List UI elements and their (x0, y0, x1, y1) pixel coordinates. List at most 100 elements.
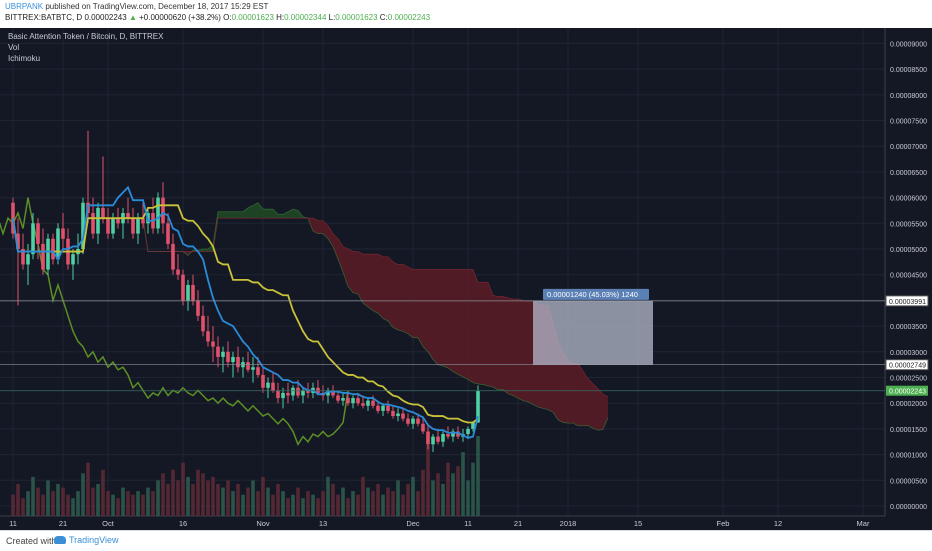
candle-body (391, 410, 395, 417)
ichimoku-cloud-segment (483, 282, 488, 386)
ichimoku-cloud-segment (573, 363, 578, 426)
volume-bar (141, 494, 145, 516)
candle-body (336, 395, 340, 401)
y-tick-label: 0.00009000 (890, 41, 927, 48)
volume-bar (246, 487, 250, 516)
legend-ichimoku[interactable]: Ichimoku (8, 54, 41, 63)
candle-body (436, 436, 440, 442)
candle-body (341, 398, 345, 401)
ichimoku-cloud-segment (498, 296, 503, 390)
y-tick-label: 0.00007500 (890, 119, 927, 126)
volume-bar (71, 498, 75, 516)
candle-body (326, 390, 330, 396)
x-tick-label: 12 (774, 519, 782, 528)
chart-area[interactable]: 0.00009000 0.00008500 0.00008000 0.00007500… (0, 28, 932, 530)
y-tick-label: 0.00005500 (890, 221, 927, 228)
volume-bar (401, 494, 405, 516)
candle-body (251, 367, 255, 370)
ichimoku-cloud-segment (448, 269, 453, 372)
volume-bar (356, 494, 360, 516)
ichimoku-cloud-segment (433, 269, 438, 365)
candle-body (16, 233, 20, 250)
volume-bar (436, 473, 440, 516)
x-tick-label: 21 (514, 519, 522, 528)
y-tick-label: 0.00008000 (890, 93, 927, 100)
candle-body (221, 351, 225, 357)
volume-bar (36, 487, 40, 516)
y-tick-label: 0.00006500 (890, 170, 927, 177)
price-level-badge (886, 385, 928, 396)
volume-bar (136, 491, 140, 516)
x-tick-label: Dec (406, 519, 420, 528)
tradingview-logo-icon (54, 536, 66, 544)
volume-bar (336, 494, 340, 516)
ichimoku-cloud-segment (218, 211, 223, 219)
volume-bar (366, 487, 370, 516)
volume-bar (176, 480, 180, 516)
x-tick-label: 16 (179, 519, 187, 528)
volume-bar (331, 484, 335, 516)
ichimoku-cloud-segment (588, 378, 593, 429)
candle-body (36, 223, 40, 244)
senkou-span-a (142, 202, 609, 431)
volume-bar (216, 484, 220, 516)
x-tick-label: 2018 (560, 519, 577, 528)
author-link[interactable]: UBRPANK (5, 2, 44, 11)
volume-bar (476, 436, 480, 516)
measure-label-text: 0.00001240 (45.03%) 1240 (547, 290, 638, 299)
volume-bar (46, 480, 50, 516)
candle-body (171, 243, 175, 270)
candle-body (111, 218, 115, 234)
volume-bar (206, 480, 210, 516)
candle-body (26, 254, 30, 265)
ichimoku-cloud-segment (418, 269, 423, 347)
senkou-span-b (142, 217, 609, 398)
candle-body (446, 434, 450, 437)
price-chart[interactable]: 0.00009000 0.00008500 0.00008000 0.00007500… (0, 28, 932, 530)
created-with-label: Created with (6, 536, 57, 546)
volume-bar (256, 491, 260, 516)
volume-bar (306, 491, 310, 516)
open-value: 0.00001623 (231, 13, 274, 22)
volume-bar (91, 487, 95, 516)
candle-body (271, 382, 275, 391)
price-level-text: 0.00002749 (889, 363, 926, 370)
ichimoku-cloud-segment (508, 297, 513, 396)
x-tick-label: Feb (717, 519, 730, 528)
volume-bar (471, 462, 475, 516)
y-tick-label: 0.00005000 (890, 247, 927, 254)
candle-body (376, 405, 380, 411)
volume-bar (221, 487, 225, 516)
legend-vol[interactable]: Vol (8, 43, 20, 52)
ichimoku-cloud-segment (583, 371, 588, 426)
volume-bar (431, 480, 435, 516)
x-tick-label: 11 (9, 519, 17, 528)
candle-body (366, 400, 370, 406)
ichimoku-cloud-segment (468, 269, 473, 383)
y-tick-label: 0.00002500 (890, 376, 927, 383)
volume-bar (321, 491, 325, 516)
candle-body (356, 398, 360, 404)
ichimoku-cloud-segment (283, 211, 288, 219)
volume-bar (231, 491, 235, 516)
candle-body (106, 218, 110, 234)
y-tick-label: 0.00007000 (890, 144, 927, 151)
volume-bar (276, 484, 280, 516)
candle-body (141, 218, 145, 224)
candle-body (306, 390, 310, 393)
candle-body (266, 382, 270, 388)
candle-body (316, 387, 320, 393)
volume-bar (261, 476, 265, 516)
volume-bar (326, 476, 330, 516)
volume-bar (86, 462, 90, 516)
footer: Created with TradingView (0, 530, 932, 551)
volume-bar (16, 484, 20, 516)
volume-bar (421, 469, 425, 516)
candle-body (291, 387, 295, 396)
ichimoku-cloud-segment (243, 207, 248, 219)
volume-bar (181, 462, 185, 516)
candle-body (31, 223, 35, 255)
tradingview-link[interactable]: TradingView (54, 535, 119, 545)
volume-bar (456, 466, 460, 516)
x-tick-label: Mar (857, 519, 870, 528)
